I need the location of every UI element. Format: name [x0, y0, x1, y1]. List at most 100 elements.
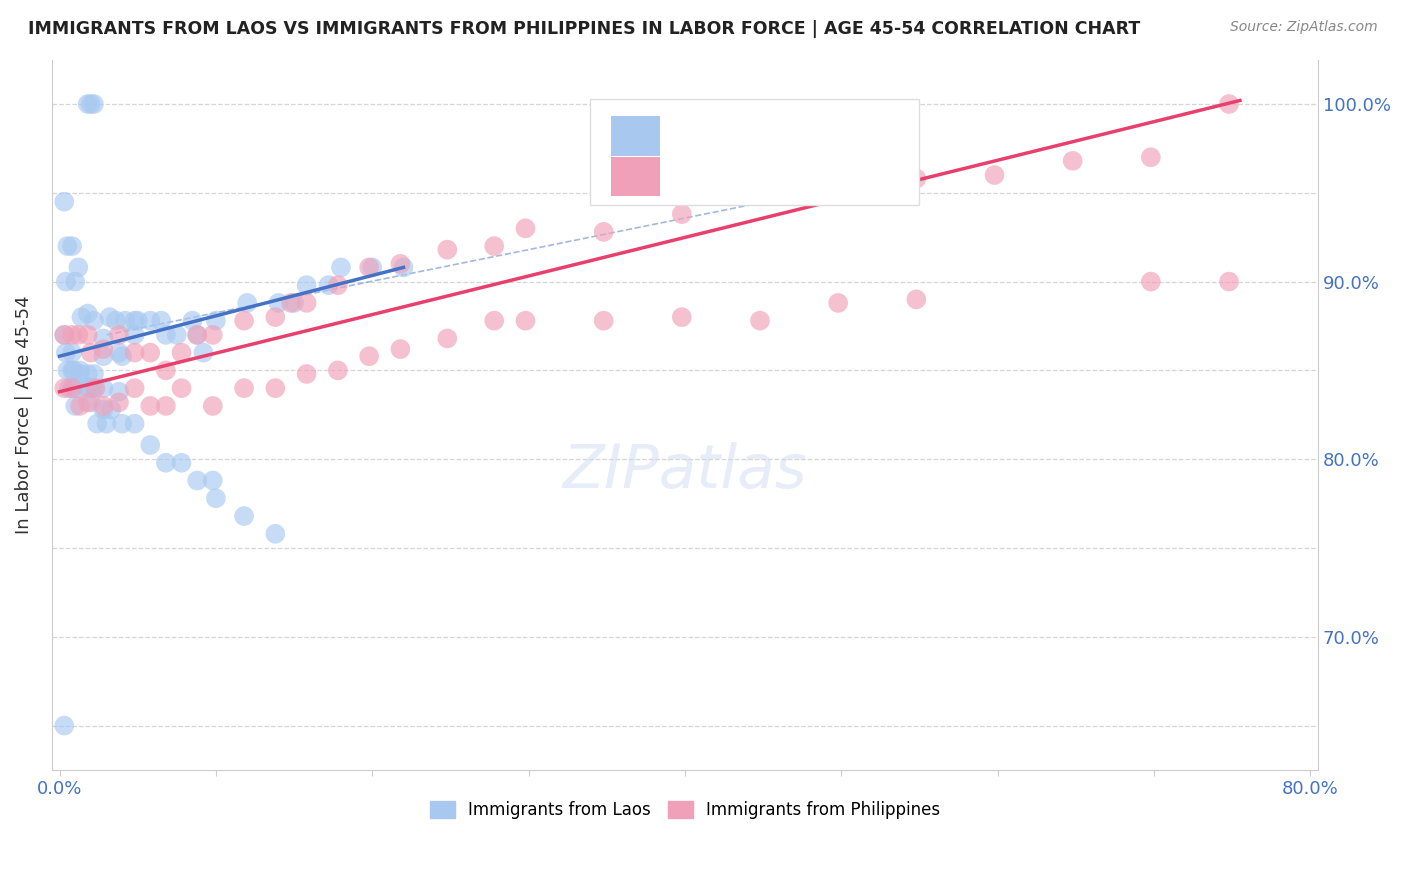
- Point: [515, 313, 537, 327]
- Point: [139, 345, 162, 359]
- Point: [295, 296, 318, 310]
- Point: [108, 395, 131, 409]
- Text: IMMIGRANTS FROM LAOS VS IMMIGRANTS FROM PHILIPPINES IN LABOR FORCE | AGE 45-54 C: IMMIGRANTS FROM LAOS VS IMMIGRANTS FROM …: [28, 20, 1140, 37]
- Point: [186, 327, 208, 342]
- Point: [671, 207, 693, 221]
- Point: [111, 417, 134, 431]
- Point: [170, 345, 193, 359]
- Point: [139, 438, 162, 452]
- Point: [592, 313, 614, 327]
- Point: [60, 327, 83, 342]
- Point: [264, 526, 287, 541]
- Point: [63, 399, 86, 413]
- Point: [389, 257, 412, 271]
- Point: [359, 349, 381, 363]
- Point: [108, 384, 131, 399]
- Point: [60, 239, 83, 253]
- Point: [60, 381, 83, 395]
- Point: [326, 278, 349, 293]
- Point: [233, 509, 256, 524]
- Point: [181, 313, 204, 327]
- Point: [205, 313, 228, 327]
- Point: [124, 313, 146, 327]
- Point: [201, 474, 224, 488]
- Point: [827, 296, 849, 310]
- Point: [127, 313, 149, 327]
- Point: [233, 313, 256, 327]
- Point: [671, 310, 693, 325]
- Point: [93, 402, 115, 417]
- Point: [76, 395, 98, 409]
- Point: [63, 381, 86, 395]
- Point: [155, 327, 177, 342]
- Point: [111, 349, 134, 363]
- Point: [69, 363, 91, 377]
- Text: R = 0.622   N = 59: R = 0.622 N = 59: [672, 161, 856, 179]
- Point: [205, 491, 228, 506]
- Point: [827, 186, 849, 200]
- Point: [201, 399, 224, 413]
- Point: [56, 363, 79, 377]
- Point: [84, 381, 107, 395]
- Point: [295, 278, 318, 293]
- Point: [280, 296, 302, 310]
- Point: [93, 349, 115, 363]
- Point: [170, 456, 193, 470]
- Point: [264, 310, 287, 325]
- Point: [96, 417, 118, 431]
- Point: [53, 194, 76, 209]
- Point: [60, 345, 83, 359]
- Point: [55, 345, 77, 359]
- Point: [983, 168, 1005, 182]
- Point: [83, 97, 105, 112]
- Point: [1218, 275, 1240, 289]
- Point: [155, 363, 177, 377]
- Point: [100, 402, 122, 417]
- Point: [124, 417, 146, 431]
- Point: [67, 260, 90, 275]
- Point: [318, 278, 340, 293]
- Point: [1218, 97, 1240, 112]
- Point: [124, 327, 146, 342]
- Point: [93, 342, 115, 356]
- Point: [166, 327, 188, 342]
- Point: [62, 381, 84, 395]
- Point: [69, 399, 91, 413]
- Point: [62, 363, 84, 377]
- Point: [53, 327, 76, 342]
- Point: [69, 367, 91, 381]
- FancyBboxPatch shape: [591, 99, 920, 205]
- Point: [295, 367, 318, 381]
- Point: [114, 313, 136, 327]
- Text: Source: ZipAtlas.com: Source: ZipAtlas.com: [1230, 20, 1378, 34]
- Point: [264, 381, 287, 395]
- Point: [86, 417, 108, 431]
- Point: [749, 313, 772, 327]
- Point: [236, 296, 259, 310]
- Point: [80, 381, 103, 395]
- Point: [905, 293, 928, 307]
- Point: [361, 260, 384, 275]
- Point: [83, 381, 105, 395]
- Point: [76, 367, 98, 381]
- Point: [55, 275, 77, 289]
- Point: [326, 363, 349, 377]
- Point: [267, 296, 290, 310]
- Point: [76, 97, 98, 112]
- Point: [1062, 153, 1084, 168]
- Point: [150, 313, 173, 327]
- Point: [53, 327, 76, 342]
- Legend: Immigrants from Laos, Immigrants from Philippines: Immigrants from Laos, Immigrants from Ph…: [423, 794, 946, 826]
- Point: [233, 381, 256, 395]
- Point: [58, 381, 80, 395]
- Point: [330, 260, 353, 275]
- Point: [63, 275, 86, 289]
- Point: [482, 313, 505, 327]
- Text: R = 0.224   N = 73: R = 0.224 N = 73: [672, 119, 856, 136]
- Point: [155, 399, 177, 413]
- Point: [80, 395, 103, 409]
- Point: [1140, 275, 1163, 289]
- Point: [905, 171, 928, 186]
- Point: [389, 342, 412, 356]
- Point: [201, 327, 224, 342]
